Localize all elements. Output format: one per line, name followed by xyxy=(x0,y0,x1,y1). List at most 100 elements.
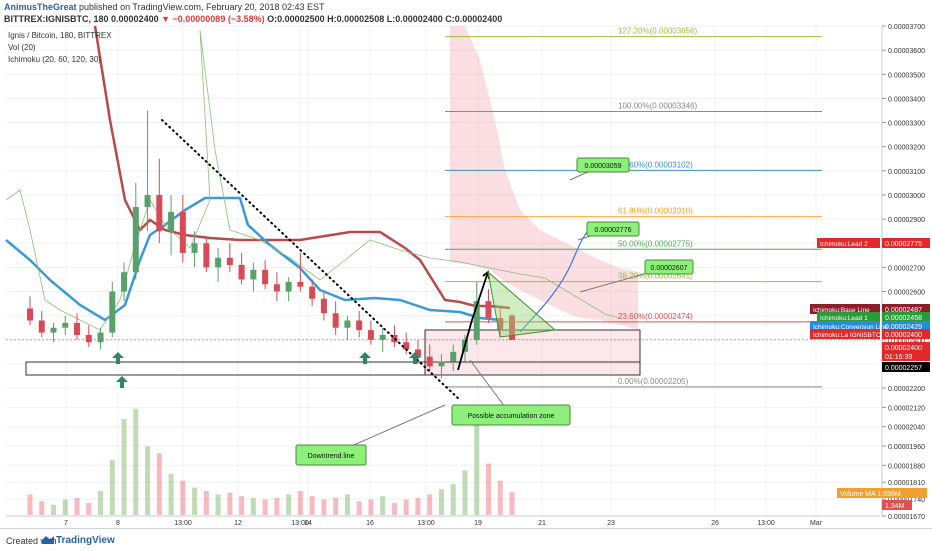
bull-pennant xyxy=(487,270,557,338)
callout-box[interactable] xyxy=(644,259,694,275)
time-tick-label: 26 xyxy=(711,520,719,527)
price-tag-name-bg xyxy=(810,329,880,339)
price-tick-label: 0.00002120 xyxy=(888,405,925,412)
candlestick-series xyxy=(27,110,515,379)
price-tick-label: 0.00003100 xyxy=(888,169,925,176)
downtrend-line xyxy=(161,119,461,401)
time-tick-label: 21 xyxy=(538,520,546,527)
candle-body xyxy=(262,269,269,285)
price-chart[interactable]: 127.20%(0.00003656)100.00%(0.00003346)78… xyxy=(0,0,932,528)
volume-bar xyxy=(403,499,409,515)
candle-body xyxy=(285,281,292,292)
author-name[interactable]: AnimusTheGreat xyxy=(4,2,77,12)
price-tag-value: 0.00002400 xyxy=(885,345,922,352)
time-tick-label: Mar xyxy=(810,520,823,527)
time-tick-label: 19 xyxy=(474,520,482,527)
price-axis[interactable]: 0.00003700 0.00003600 0.00003500 0.00003400… xyxy=(810,24,930,521)
volume-ma-tag xyxy=(837,488,927,498)
symbol-ohlc-line: BITTREX:IGNISBTC, 180 0.00002400 ▼ −0.00… xyxy=(4,14,502,24)
buy-signal-arrow-icon xyxy=(409,352,421,364)
ichimoku-legend[interactable]: Ichimoku (20, 60, 120, 30) xyxy=(8,55,101,64)
candle-body xyxy=(97,332,104,343)
volume-bar xyxy=(344,494,350,515)
accumulation-zone-box xyxy=(424,329,641,376)
candle-body xyxy=(27,308,33,321)
candle-body xyxy=(132,207,139,273)
impulse-arrow xyxy=(457,271,489,371)
fib-level-label: 100.00%(0.00003346) xyxy=(618,101,698,110)
volume-bar xyxy=(509,492,515,515)
callout-text: 0.00002607 xyxy=(651,265,688,272)
candle-body xyxy=(50,327,57,333)
callout-text: Possible accumulation zone xyxy=(468,413,555,420)
fib-level-label: 0.00%(0.00002205) xyxy=(618,377,689,386)
tradingview-logo-icon xyxy=(42,536,54,544)
price-tag-value: 0.00002775 xyxy=(885,241,922,248)
volume-bar xyxy=(133,408,139,515)
volume-bar xyxy=(497,480,503,515)
ichimoku-cloud xyxy=(25,26,641,376)
chart-callouts: 0.00003059 0.00002776 0.00002607 Possible a… xyxy=(295,157,694,466)
price-tag-name: Ichimoku:Lead 2 xyxy=(820,241,868,248)
price-tag-name-bg xyxy=(810,304,880,314)
callout-box[interactable] xyxy=(586,221,640,237)
fib-level-label: 50.00%(0.00002775) xyxy=(618,239,693,248)
candle-body xyxy=(320,298,327,314)
price-tick-label: 0.00001960 xyxy=(888,444,925,451)
candle-body xyxy=(344,320,351,328)
last-price: 0.00002400 xyxy=(111,14,159,24)
time-tick-label: 13:00 xyxy=(417,520,435,527)
price-tag-value: 01:16:39 xyxy=(885,354,912,361)
price-tick-label: 0.00001880 xyxy=(888,463,925,470)
fib-level-label: 61.80%(0.00002910) xyxy=(618,207,693,216)
volume-bar xyxy=(474,405,480,515)
symbol-legend[interactable]: Ignis / Bitcoin, 180, BITTREX xyxy=(8,31,112,40)
callout-box[interactable] xyxy=(295,444,367,466)
candle-body xyxy=(191,243,198,253)
indicator-legend: Ignis / Bitcoin, 180, BITTREX Vol (20) I… xyxy=(8,31,112,64)
price-tag-value: 0.00002458 xyxy=(885,315,922,322)
volume-bar xyxy=(368,499,374,515)
candle-body xyxy=(144,194,151,208)
volume-bar xyxy=(215,494,221,515)
time-tick-label: 13:00 xyxy=(291,520,309,527)
price-tick-label: 0.00002600 xyxy=(888,290,925,297)
candle-body xyxy=(438,361,445,367)
candle-body xyxy=(85,334,92,343)
price-tag-name: Ichimoku:Conversion Line xyxy=(813,324,888,331)
candle-body xyxy=(414,349,421,357)
price-tick-label: 0.00002040 xyxy=(888,425,925,432)
time-tick-label: 14 xyxy=(304,520,312,527)
candle-body xyxy=(121,272,128,292)
price-tick-label: 0.00002400 xyxy=(888,338,925,345)
candle-body xyxy=(250,269,257,280)
volume-bar xyxy=(62,499,68,515)
candle-body xyxy=(297,281,304,287)
volume-bar xyxy=(485,463,491,515)
candle-body xyxy=(156,194,163,232)
candle-body xyxy=(403,342,410,350)
volume-bar xyxy=(180,480,186,515)
price-tick-label: 0.00001810 xyxy=(888,480,925,487)
callout-box[interactable] xyxy=(451,404,571,426)
candle-body xyxy=(74,322,81,335)
time-tick-label: 13:00 xyxy=(174,520,192,527)
volume-legend[interactable]: Vol (20) xyxy=(8,43,36,52)
time-tick-label: 8 xyxy=(116,520,120,527)
price-tag-name: Ichimoku:La IGNISBTC xyxy=(813,332,881,339)
price-tick-label: 0.00003500 xyxy=(888,72,925,79)
price-tick-label: 0.00003300 xyxy=(888,121,925,128)
price-tag xyxy=(882,342,930,352)
volume-bar xyxy=(415,497,421,515)
candle-body xyxy=(450,351,457,362)
published-text: published on TradingView.com, February 2… xyxy=(79,2,325,12)
volume-bar xyxy=(203,491,209,515)
price-tag xyxy=(882,362,930,372)
tradingview-brand[interactable]: TradingView xyxy=(56,535,115,546)
volume-bar xyxy=(27,494,33,515)
callout-box[interactable] xyxy=(576,157,630,173)
buy-signal-arrow-icon xyxy=(359,352,371,364)
fib-level-label: 23.60%(0.00002474) xyxy=(618,312,693,321)
time-tick-label: 7 xyxy=(64,520,68,527)
